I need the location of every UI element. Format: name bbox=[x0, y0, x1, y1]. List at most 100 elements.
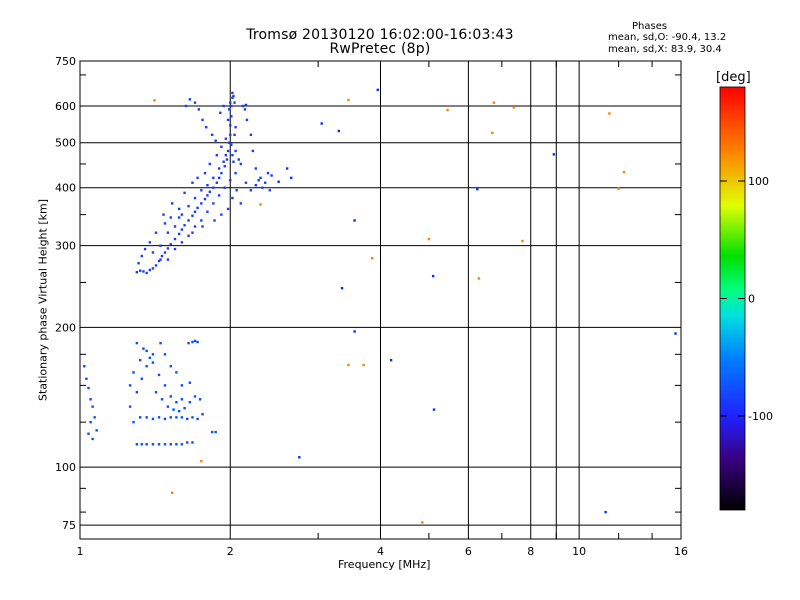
data-point bbox=[87, 386, 90, 390]
data-point bbox=[200, 189, 203, 192]
data-point bbox=[206, 183, 209, 187]
data-point bbox=[230, 104, 233, 108]
data-point bbox=[229, 101, 232, 104]
grid-lines bbox=[80, 61, 681, 539]
y-tick-label: 100 bbox=[55, 461, 76, 474]
data-point bbox=[191, 231, 194, 234]
data-point bbox=[277, 180, 280, 183]
data-point bbox=[145, 271, 148, 275]
data-point bbox=[193, 196, 197, 200]
x-tick-label: 2 bbox=[227, 545, 234, 558]
data-point bbox=[376, 88, 379, 92]
data-point bbox=[151, 251, 155, 254]
colorbar-ticks: 100 0 -100 bbox=[720, 175, 773, 423]
data-point bbox=[622, 170, 626, 174]
data-point bbox=[135, 271, 139, 274]
axis-tick-labels: 1 2 4 6 8 10 16 75 100 200 300 400 500 600 750 bbox=[55, 55, 688, 558]
data-point bbox=[169, 416, 172, 419]
data-point bbox=[226, 207, 230, 211]
data-point bbox=[138, 358, 142, 362]
data-point bbox=[232, 160, 235, 163]
data-point bbox=[153, 99, 156, 102]
phase-stats-o: mean, sd,O: -90.4, 13.2 bbox=[608, 32, 727, 43]
data-point bbox=[148, 241, 152, 244]
phase-stats-x: mean, sd,X: 83.9, 30.4 bbox=[608, 44, 722, 55]
data-point bbox=[193, 101, 197, 104]
data-point bbox=[145, 364, 148, 368]
data-point bbox=[230, 115, 233, 118]
y-axis-label: Stationary phase Virtual Height [km] bbox=[36, 198, 50, 402]
data-point bbox=[249, 133, 253, 137]
data-point bbox=[173, 247, 177, 251]
data-point bbox=[214, 430, 217, 434]
data-point bbox=[229, 133, 232, 137]
data-point bbox=[187, 204, 190, 208]
data-point bbox=[200, 202, 203, 205]
data-point bbox=[170, 202, 174, 205]
data-point bbox=[188, 98, 192, 101]
data-point bbox=[83, 364, 86, 368]
data-point bbox=[223, 186, 226, 189]
data-point bbox=[128, 405, 132, 408]
data-point bbox=[93, 416, 96, 419]
data-point bbox=[201, 225, 204, 228]
data-point bbox=[163, 443, 167, 446]
data-point bbox=[254, 167, 257, 170]
data-point bbox=[169, 243, 172, 246]
data-point bbox=[266, 171, 270, 175]
data-point bbox=[177, 216, 181, 219]
data-point bbox=[143, 247, 147, 251]
data-point bbox=[180, 241, 184, 244]
data-point bbox=[186, 417, 189, 421]
data-point bbox=[142, 270, 145, 273]
data-point bbox=[169, 443, 172, 446]
data-point bbox=[237, 158, 240, 161]
data-point bbox=[193, 339, 197, 343]
data-point bbox=[608, 112, 611, 115]
data-point bbox=[138, 269, 142, 272]
data-point bbox=[200, 219, 203, 222]
data-point bbox=[212, 202, 215, 205]
data-point bbox=[151, 443, 155, 446]
data-point bbox=[180, 228, 184, 231]
data-point bbox=[217, 194, 221, 197]
data-point bbox=[212, 186, 215, 189]
data-point bbox=[512, 106, 516, 109]
data-point bbox=[187, 234, 190, 238]
data-point bbox=[257, 179, 260, 182]
data-point bbox=[270, 174, 273, 177]
data-point bbox=[254, 183, 257, 187]
data-points bbox=[83, 88, 677, 524]
data-point bbox=[132, 371, 135, 374]
data-point bbox=[196, 176, 199, 180]
data-point bbox=[604, 510, 607, 514]
data-point bbox=[617, 187, 620, 190]
data-point bbox=[145, 416, 148, 419]
data-point bbox=[239, 162, 243, 166]
data-point bbox=[337, 129, 341, 133]
data-point bbox=[224, 153, 228, 157]
data-point bbox=[160, 254, 164, 258]
data-point bbox=[241, 104, 245, 108]
data-point bbox=[320, 122, 323, 125]
data-point bbox=[157, 373, 161, 377]
data-point bbox=[208, 162, 212, 166]
x-tick-label: 8 bbox=[527, 545, 534, 558]
data-point bbox=[197, 108, 201, 111]
data-point bbox=[231, 153, 234, 157]
data-point bbox=[162, 213, 165, 216]
data-point bbox=[132, 420, 135, 424]
data-point bbox=[91, 437, 94, 441]
data-point bbox=[135, 443, 139, 446]
data-point bbox=[135, 341, 139, 345]
data-point bbox=[223, 165, 226, 168]
data-point bbox=[251, 149, 255, 153]
data-point bbox=[492, 101, 496, 104]
data-point bbox=[148, 268, 152, 272]
data-point bbox=[210, 430, 214, 434]
data-point bbox=[142, 347, 145, 350]
data-point bbox=[249, 189, 253, 192]
y-tick-label: 600 bbox=[55, 100, 76, 113]
data-point bbox=[187, 341, 190, 345]
